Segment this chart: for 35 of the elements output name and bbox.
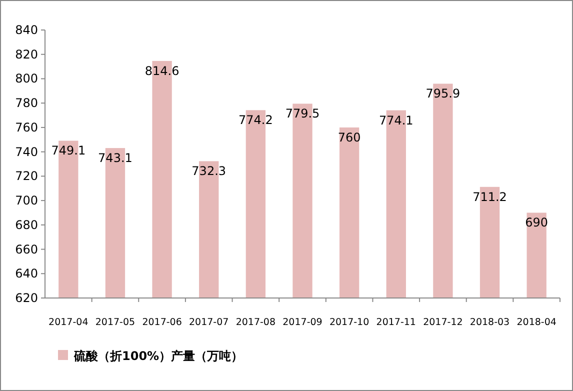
x-tick-label: 2018-03	[470, 317, 510, 328]
x-tick-label: 2017-04	[48, 317, 88, 328]
data-label: 795.9	[426, 86, 460, 101]
y-tick-label: 820	[15, 47, 38, 62]
x-tick-label: 2017-11	[376, 317, 416, 328]
data-label: 711.2	[472, 190, 507, 204]
legend-label: 硫酸（折100%）产量（万吨）	[73, 349, 244, 363]
y-tick-label: 660	[15, 242, 38, 256]
x-tick-label: 2017-09	[282, 317, 322, 328]
y-tick-label: 840	[15, 23, 38, 37]
y-tick-label: 740	[15, 144, 38, 159]
data-label: 779.5	[285, 106, 320, 121]
data-label: 774.1	[378, 113, 414, 128]
y-tick-label: 680	[15, 218, 38, 232]
y-tick-label: 720	[15, 169, 38, 184]
y-tick-label: 780	[15, 96, 38, 110]
y-tick-label: 800	[15, 72, 38, 86]
x-tick-label: 2018-04	[516, 317, 556, 328]
data-label: 690	[525, 216, 548, 230]
data-label: 814.6	[144, 64, 180, 78]
y-tick-label: 640	[15, 266, 38, 281]
x-tick-label: 2017-05	[95, 317, 136, 328]
y-tick-label: 700	[15, 194, 38, 208]
data-label: 743.1	[98, 151, 132, 166]
y-tick-label: 760	[15, 120, 38, 134]
data-label: 774.2	[238, 113, 273, 128]
x-tick-label: 2017-10	[329, 317, 370, 328]
y-tick-label: 620	[15, 291, 38, 305]
x-tick-label: 2017-07	[189, 317, 229, 328]
x-tick-label: 2017-06	[142, 317, 182, 328]
x-tick-label: 2017-12	[423, 317, 463, 328]
data-label: 732.3	[192, 164, 226, 178]
x-tick-label: 2017-08	[236, 317, 276, 328]
data-label: 760	[338, 130, 361, 144]
data-label: 749.1	[51, 144, 86, 158]
